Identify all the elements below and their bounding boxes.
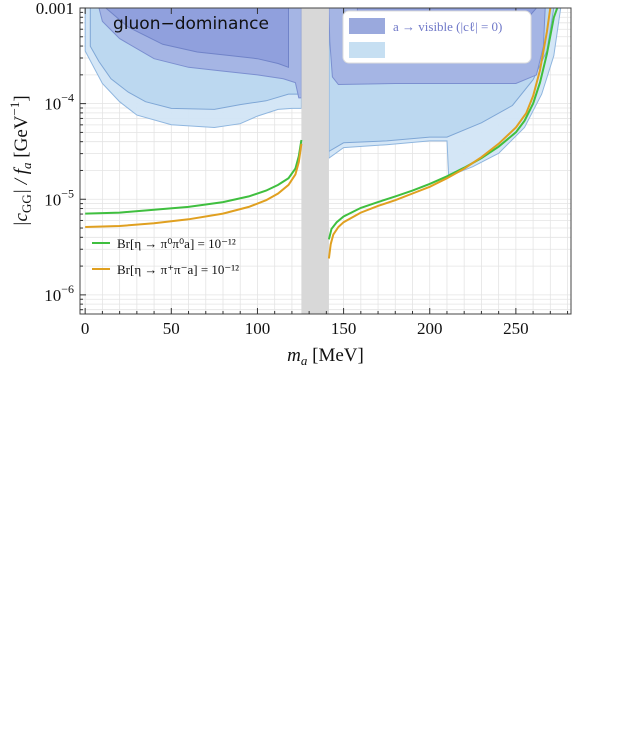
y-tick-label: 10−5 [44,186,74,209]
y-tick-label: 10−4 [44,91,74,114]
legend-bottom-label: Br[η → π⁺π⁻a] = 10⁻¹² [117,262,239,277]
y-axis-label: |cGG| / fa [GeV−1] [7,95,34,226]
x-tick-label: 0 [81,319,90,338]
y-axis-exp: −1 [7,102,22,116]
x-axis-label: ma [MeV] [287,345,364,368]
x-tick-label: 200 [417,319,443,338]
x-tick-label: 50 [163,319,180,338]
x-axis-unit: [MeV] [307,345,363,366]
y-axis-close: ] [11,95,32,101]
plot-frame [79,7,572,315]
series-line-0-segment-0 [85,139,303,215]
y-tick-exponent: −4 [61,91,74,105]
legend-top-swatch [349,18,385,34]
y-axis-mid: | / f [11,166,32,194]
legend-top-swatch [349,42,385,58]
gluon-dominance-label: gluon−dominance [113,14,269,34]
y-tick-base: 10 [44,286,61,305]
legend-top: a → visible (|cℓ| = 0) [342,10,532,64]
series-line-1-segment-1 [327,8,552,259]
legend-top-label: a → visible (|cℓ| = 0) [393,19,502,34]
x-tick-label: 250 [503,319,529,338]
x-axis-sub: a [301,353,308,368]
y-tick-exponent: −5 [61,186,74,200]
y-tick-base: 10 [44,190,61,209]
y-tick-base: 0.001 [36,0,74,18]
y-axis-pre: |c [11,212,32,226]
y-tick-exponent: −6 [61,282,74,296]
series-line-1-segment-0 [85,143,303,228]
y-tick-base: 10 [44,95,61,114]
y-axis-sub2: a [19,162,34,169]
x-tick-label: 100 [245,319,271,338]
legend-bottom-label: Br[η → π⁰π⁰a] = 10⁻¹² [117,236,236,251]
excluded-mass-band [301,8,329,314]
y-tick-label: 0.001 [36,0,74,18]
x-axis-var: m [287,345,301,366]
series-line-0-segment-1 [327,8,559,240]
x-tick-label: 150 [331,319,357,338]
y-tick-label: 10−6 [44,282,74,305]
legend-bottom: Br[η → π⁰π⁰a] = 10⁻¹² Br[η → π⁺π⁻a] = 10⁻… [92,236,239,277]
y-axis-unit: [GeV [11,115,32,162]
legend-top-box [342,10,532,64]
y-axis-sub: GG [19,194,34,213]
exclusion-region-blue-core-left [105,8,289,69]
